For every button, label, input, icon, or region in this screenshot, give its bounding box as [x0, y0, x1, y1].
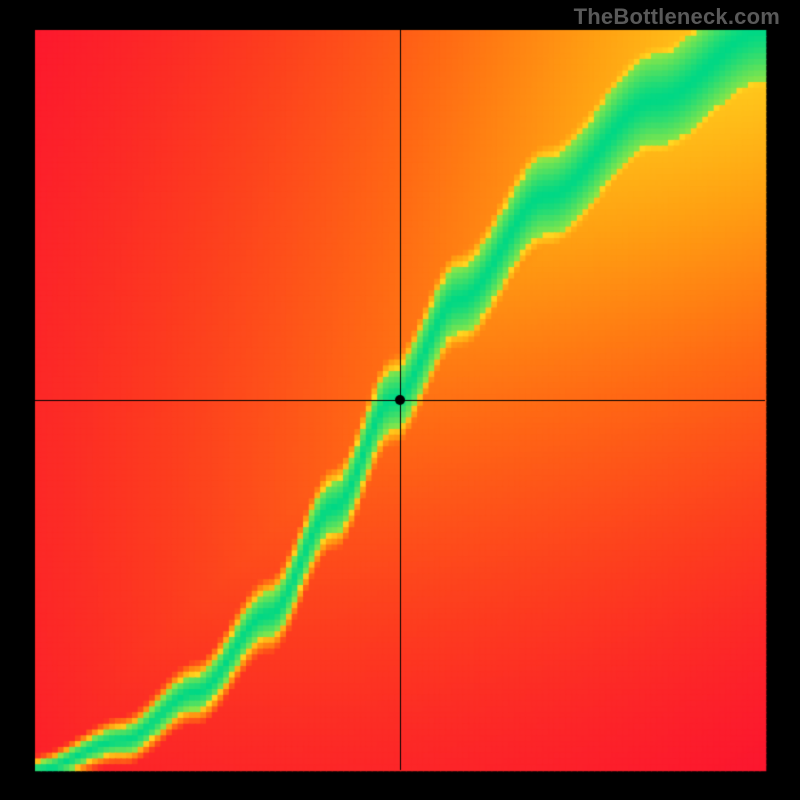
chart-stage: TheBottleneck.com — [0, 0, 800, 800]
watermark: TheBottleneck.com — [574, 4, 780, 30]
bottleneck-heatmap — [0, 0, 800, 800]
